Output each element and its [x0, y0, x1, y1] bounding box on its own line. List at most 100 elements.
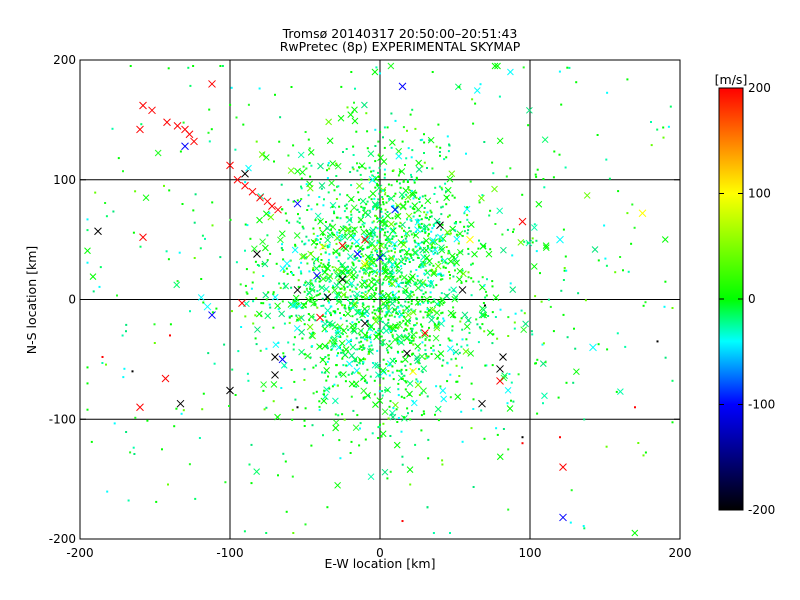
cloud-point [375, 309, 378, 312]
cloud-point [410, 189, 413, 192]
cloud-point [345, 203, 348, 206]
cloud-point [411, 249, 419, 257]
cloud-point [245, 268, 248, 271]
cloud-point [352, 380, 360, 388]
cloud-point [435, 145, 438, 148]
cloud-point [606, 348, 609, 351]
cloud-point [258, 87, 261, 90]
cloud-point [248, 463, 251, 466]
cloud-point [441, 205, 444, 208]
cloud-point [335, 364, 338, 367]
cloud-point [387, 318, 390, 321]
cloud-point [384, 297, 387, 300]
cloud-point [340, 271, 343, 274]
cloud-point [188, 463, 191, 466]
cloud-point [309, 287, 312, 290]
cloud-point [291, 418, 294, 421]
cloud-point [339, 373, 342, 376]
cloud-point [453, 312, 456, 315]
data-point [521, 436, 524, 439]
cloud-point [307, 239, 310, 242]
cloud-point [346, 271, 349, 274]
cloud-point [417, 361, 420, 364]
cloud-point [453, 196, 456, 199]
cloud-point [408, 393, 411, 396]
cloud-point [405, 329, 408, 332]
cloud-point [458, 375, 461, 377]
cloud-point [326, 360, 329, 363]
cloud-point [403, 416, 405, 419]
cloud-point [382, 266, 385, 269]
cloud-point [428, 338, 431, 341]
cloud-point [358, 333, 361, 336]
cloud-point [390, 275, 393, 277]
cloud-point [499, 308, 502, 311]
cloud-point [292, 343, 295, 346]
cloud-point [465, 280, 468, 283]
cloud-point [440, 297, 443, 300]
cloud-point [348, 223, 351, 226]
cloud-point [387, 370, 390, 372]
cloud-point [254, 314, 257, 317]
cloud-point [335, 256, 338, 259]
cloud-point [333, 210, 335, 213]
data-point [203, 302, 212, 311]
cloud-point [431, 315, 434, 318]
cloud-point [382, 218, 385, 221]
cloud-point [351, 330, 354, 333]
cloud-point [484, 313, 487, 316]
cloud-point [409, 218, 412, 221]
cloud-point [542, 342, 545, 345]
cloud-point [400, 265, 403, 268]
cloud-point [303, 368, 306, 371]
cloud-point [425, 354, 428, 357]
cloud-point [321, 247, 324, 250]
cloud-point [513, 327, 516, 330]
cloud-point [342, 225, 345, 228]
cloud-point [321, 297, 324, 300]
cloud-point [542, 178, 545, 180]
cloud-point [173, 281, 181, 289]
cloud-point [404, 323, 407, 326]
cloud-point [402, 179, 405, 182]
cloud-point [385, 313, 388, 316]
cloud-point [624, 345, 627, 348]
cloud-point [339, 225, 347, 233]
cloud-point [416, 380, 419, 383]
cloud-point [371, 68, 379, 76]
cloud-point [494, 223, 497, 225]
cloud-point [397, 313, 399, 316]
cloud-point [383, 268, 390, 275]
cloud-point [208, 140, 211, 143]
cloud-point [327, 258, 330, 261]
cloud-point [481, 194, 484, 197]
cloud-point [404, 232, 407, 235]
cloud-point [390, 284, 393, 287]
cloud-point [133, 453, 136, 455]
cloud-point [560, 103, 563, 106]
cloud-point [281, 243, 283, 246]
data-point [361, 259, 369, 268]
cloud-point [397, 374, 405, 382]
data-point [161, 374, 170, 383]
cloud-point [381, 310, 384, 313]
cloud-point [142, 194, 150, 202]
cloud-point [404, 256, 407, 259]
cloud-point [530, 330, 533, 333]
cloud-point [402, 290, 405, 293]
cloud-point [374, 317, 377, 320]
cloud-point [438, 185, 441, 188]
cloud-point [336, 185, 338, 188]
cloud-point [350, 271, 357, 279]
data-point [94, 227, 102, 236]
cloud-point [477, 341, 480, 344]
cloud-point [155, 500, 158, 503]
cloud-point [399, 221, 402, 224]
cloud-point [597, 343, 600, 346]
cloud-point [358, 270, 361, 273]
cloud-point [398, 340, 401, 343]
cloud-point [303, 243, 306, 246]
cloud-point [398, 168, 406, 175]
cloud-point [261, 262, 264, 265]
cloud-point [577, 292, 580, 295]
